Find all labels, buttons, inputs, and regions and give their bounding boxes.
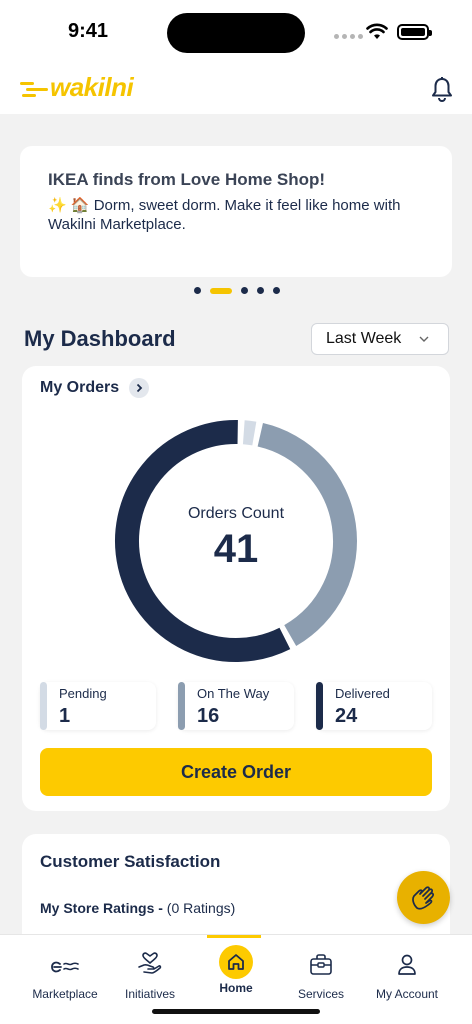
stat-delivered[interactable]: Delivered 24: [316, 682, 432, 730]
period-select-value: Last Week: [326, 330, 402, 347]
status-time: 9:41: [68, 20, 109, 42]
heart-hand-icon: [138, 952, 162, 974]
tab-services[interactable]: Services: [274, 935, 368, 1005]
donut-segment-pending: [242, 420, 257, 446]
promo-banner[interactable]: IKEA finds from Love Home Shop! ✨ 🏠 Dorm…: [20, 146, 452, 277]
dynamic-island: [167, 13, 305, 53]
stat-label: On The Way: [197, 686, 270, 701]
donut-segment-delivered: [115, 420, 291, 662]
chevron-right-icon[interactable]: [129, 378, 150, 398]
tab-initiatives[interactable]: Initiatives: [103, 935, 197, 1005]
pager-dot[interactable]: [194, 287, 201, 294]
stat-value: 24: [335, 705, 358, 727]
battery-icon: [397, 24, 432, 40]
satisfaction-title: Customer Satisfaction: [40, 852, 221, 871]
banner-pager: [194, 287, 280, 294]
my-orders-title: My Orders: [40, 379, 120, 396]
signal-icon: [334, 34, 363, 39]
stat-value: 16: [197, 705, 220, 727]
pager-dot[interactable]: [241, 287, 248, 294]
home-indicator: [152, 1009, 320, 1014]
bell-icon[interactable]: [430, 76, 454, 102]
stat-on-the-way[interactable]: On The Way 16: [178, 682, 294, 730]
create-order-button[interactable]: Create Order: [40, 748, 432, 796]
store-ratings: My Store Ratings - (0 Ratings): [40, 900, 235, 916]
marketplace-icon: [51, 961, 79, 973]
period-select[interactable]: Last Week: [311, 323, 449, 355]
pager-dot-active[interactable]: [210, 287, 232, 294]
store-ratings-count: (0 Ratings): [166, 900, 236, 916]
status-bar: 9:41: [0, 0, 472, 62]
stat-label: Delivered: [335, 686, 390, 701]
stat-on-the-way-bar: [178, 682, 185, 730]
banner-body: ✨ 🏠 Dorm, sweet dorm. Make it feel like …: [48, 197, 401, 233]
stat-delivered-bar: [316, 682, 323, 730]
stat-pending[interactable]: Pending 1: [40, 682, 156, 730]
home-icon: [228, 954, 244, 970]
stat-pending-bar: [40, 682, 47, 730]
orders-count-value: 41: [213, 527, 259, 571]
orders-card: My Orders Orders Count 41 Pending 1 On T…: [22, 366, 450, 811]
tab-label: My Account: [375, 987, 439, 1001]
waving-hand-icon: [411, 885, 434, 910]
wakilni-logo: wakilni: [20, 72, 134, 103]
wifi-icon: [366, 23, 388, 39]
orders-count-label: Orders Count: [187, 505, 285, 522]
app-header: wakilni: [0, 62, 472, 114]
logo-speed-lines-icon: [20, 78, 48, 98]
order-stats: Pending 1 On The Way 16 Delivered 24: [40, 682, 432, 730]
pager-dot[interactable]: [257, 287, 264, 294]
briefcase-icon: [310, 954, 332, 975]
tab-marketplace[interactable]: Marketplace: [18, 935, 112, 1005]
active-tab-indicator: [207, 935, 261, 938]
my-orders-link[interactable]: My Orders: [40, 378, 150, 398]
tab-label: Marketplace: [32, 987, 98, 1001]
help-fab[interactable]: [397, 871, 450, 924]
chevron-down-icon: [419, 336, 429, 342]
stat-label: Pending: [59, 686, 107, 701]
tab-label: Home: [219, 981, 253, 995]
tab-label: Services: [297, 987, 344, 1001]
tab-home[interactable]: Home: [189, 935, 283, 1005]
store-ratings-label: My Store Ratings -: [40, 900, 163, 916]
dashboard-title: My Dashboard: [24, 326, 176, 351]
stat-value: 1: [59, 705, 71, 727]
home-icon-circle: [219, 945, 253, 979]
tab-label: Initiatives: [124, 987, 176, 1001]
logo-text: wakilni: [50, 72, 134, 102]
tab-my-account[interactable]: My Account: [360, 935, 454, 1005]
donut-segment-on-the-way: [257, 423, 357, 646]
orders-donut-chart: [115, 420, 357, 662]
pager-dot[interactable]: [273, 287, 280, 294]
banner-title: IKEA finds from Love Home Shop!: [48, 170, 326, 189]
user-icon: [398, 954, 416, 975]
